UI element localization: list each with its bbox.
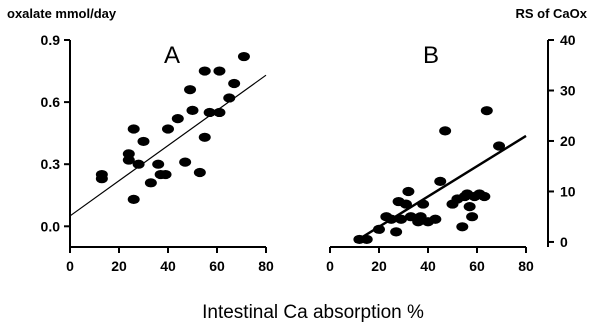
data-point-b (360, 234, 373, 245)
data-point-b (390, 227, 403, 237)
data-point-b (466, 212, 479, 222)
data-point-b (456, 222, 469, 232)
data-point-a (171, 114, 184, 124)
data-point-a (162, 124, 174, 134)
data-point-b (395, 214, 408, 224)
data-point-b (434, 176, 447, 186)
data-point-a (152, 159, 165, 169)
data-point-b (373, 224, 385, 234)
data-point-a (184, 85, 197, 95)
y-tick-label: 0 (560, 234, 568, 250)
data-point-a (213, 107, 226, 118)
x-tick-label: 20 (371, 258, 387, 274)
data-point-a (213, 66, 226, 76)
data-point-a (198, 66, 211, 76)
data-point-b (429, 214, 442, 224)
data-point-b (385, 214, 398, 224)
x-axis-label: Intestinal Ca absorption % (202, 302, 424, 323)
data-point-a (127, 124, 140, 134)
x-tick-label: 80 (518, 258, 534, 274)
data-point-a (179, 157, 192, 167)
y-axis-label-right: RS of CaOx (515, 6, 587, 21)
x-tick-label: 80 (258, 258, 274, 274)
data-point-a (203, 107, 216, 118)
y-tick-label: 0.0 (41, 218, 61, 234)
x-tick-label: 40 (160, 258, 176, 274)
data-point-a (228, 78, 241, 89)
panel-label-a: A (164, 42, 180, 69)
data-point-b (480, 106, 493, 116)
y-tick-label: 30 (560, 82, 576, 98)
data-point-a (193, 167, 206, 178)
y-tick-label: 0.9 (41, 32, 61, 48)
data-point-a (198, 132, 211, 142)
y-tick-label: 0.6 (41, 94, 61, 110)
data-point-a (237, 51, 250, 62)
y-tick-label: 0.3 (41, 156, 61, 172)
data-point-a (223, 93, 236, 103)
data-point-b (463, 202, 476, 212)
data-point-a (127, 194, 140, 204)
x-tick-label: 60 (209, 258, 225, 274)
data-point-a (95, 174, 108, 184)
data-point-b (417, 199, 430, 209)
data-point-a (132, 159, 145, 169)
x-tick-label: 20 (111, 258, 127, 274)
data-point-b (493, 141, 506, 151)
data-point-b (439, 126, 452, 136)
data-point-a (137, 136, 150, 147)
y-tick-label: 40 (560, 32, 576, 48)
data-point-b (402, 186, 415, 197)
y-tick-label: 20 (560, 133, 576, 149)
x-tick-label: 0 (326, 258, 334, 274)
panel-label-b: B (423, 42, 439, 69)
x-tick-label: 40 (420, 258, 436, 274)
data-point-a (122, 155, 135, 165)
data-point-a (144, 178, 157, 188)
data-point-a (186, 105, 199, 115)
regression-line-b (353, 134, 527, 243)
panel-b-plot: 0 10 20 30 40 0 20 40 60 80 (326, 32, 576, 274)
x-tick-label: 0 (66, 258, 74, 274)
panel-a-plot: 0.0 0.3 0.6 0.9 0 20 40 60 80 (41, 32, 274, 274)
data-point-b (478, 191, 491, 202)
x-tick-label: 60 (469, 258, 485, 274)
data-point-b (399, 199, 412, 209)
y-tick-label: 10 (560, 183, 576, 199)
regression-line-a (69, 74, 267, 217)
y-axis-label-left: oxalate mmol/day (7, 6, 117, 21)
data-point-a (159, 169, 172, 180)
